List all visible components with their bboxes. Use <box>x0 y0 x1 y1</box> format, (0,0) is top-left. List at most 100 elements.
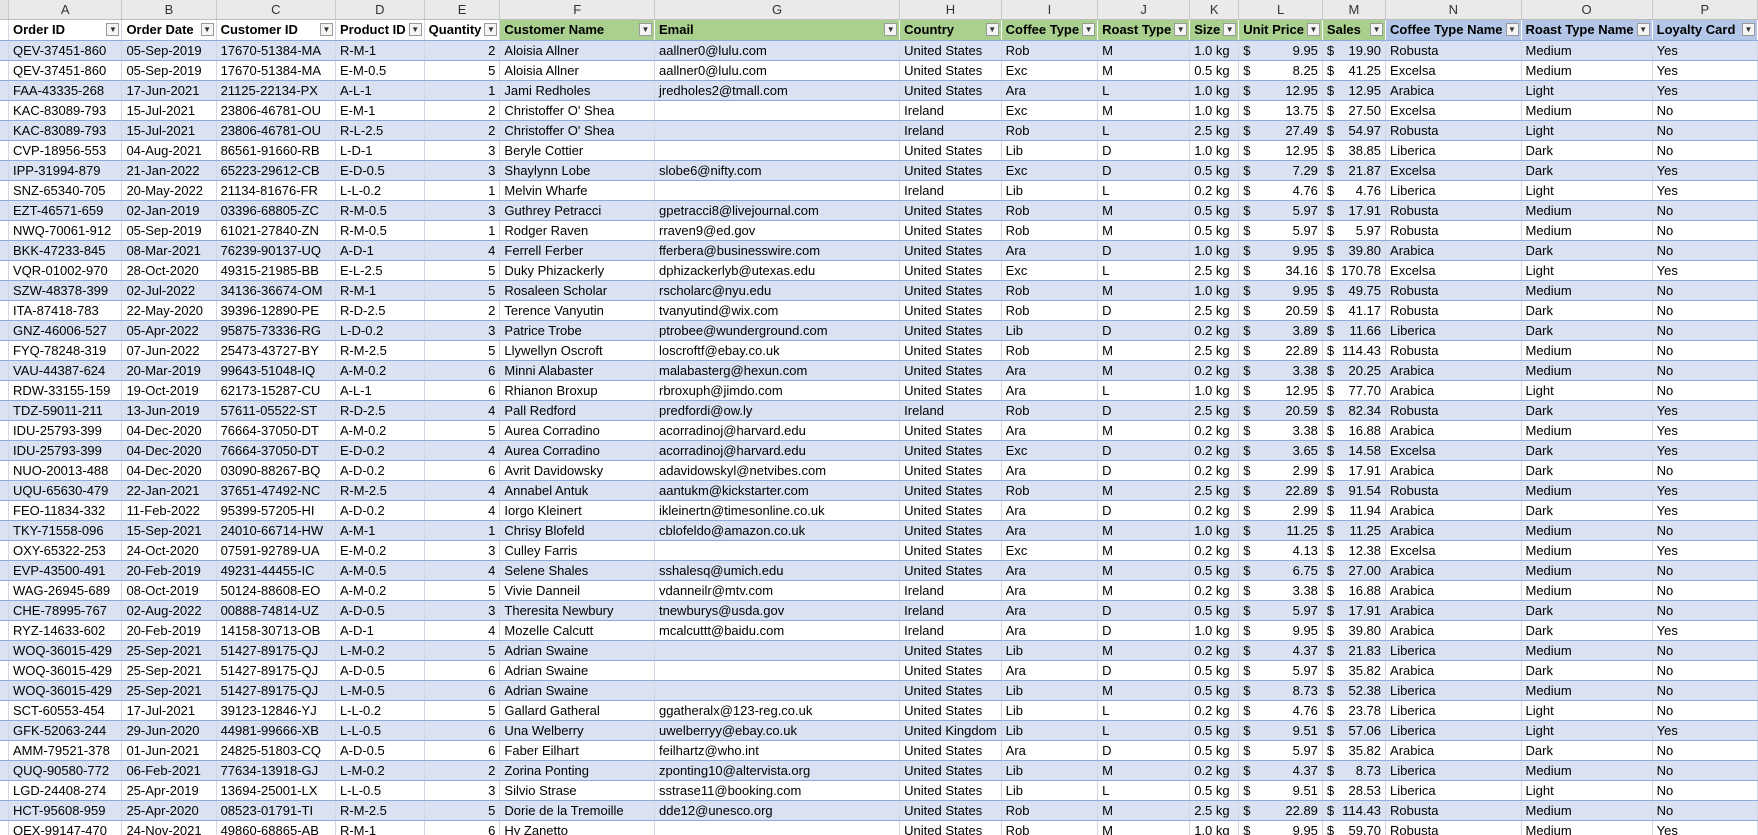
cell-quantity[interactable]: 3 <box>424 140 501 161</box>
cell-roast-type[interactable]: M <box>1097 40 1191 61</box>
cell-customer-name[interactable]: Guthrey Petracci <box>499 200 655 221</box>
cell-email[interactable]: rscholarc@nyu.edu <box>654 280 901 301</box>
cell-customer-id[interactable]: 14158-30713-OB <box>216 620 336 641</box>
cell-loyalty-card[interactable]: No <box>1652 560 1758 581</box>
column-letter-l[interactable]: L <box>1238 0 1323 20</box>
cell-country[interactable]: United Kingdom <box>899 720 1002 741</box>
cell-order-id[interactable]: IDU-25793-399 <box>8 420 123 441</box>
cell-roast-type[interactable]: M <box>1097 340 1191 361</box>
cell-roast-type[interactable]: D <box>1097 160 1191 181</box>
cell-order-id[interactable]: SNZ-65340-705 <box>8 180 123 201</box>
cell-unit-price[interactable]: $34.16 <box>1238 260 1323 281</box>
cell-product-id[interactable]: A-D-0.5 <box>335 660 425 681</box>
cell-loyalty-card[interactable]: Yes <box>1652 160 1758 181</box>
cell-coffee-type-name[interactable]: Liberica <box>1385 700 1522 721</box>
cell-quantity[interactable]: 5 <box>424 700 501 721</box>
cell-order-id[interactable]: KAC-83089-793 <box>8 120 123 141</box>
cell-loyalty-card[interactable]: Yes <box>1652 500 1758 521</box>
cell-order-id[interactable]: RDW-33155-159 <box>8 380 123 401</box>
cell-coffee-type[interactable]: Ara <box>1001 520 1099 541</box>
cell-loyalty-card[interactable]: No <box>1652 800 1758 821</box>
cell-roast-type-name[interactable]: Light <box>1521 780 1653 801</box>
cell-customer-name[interactable]: Theresita Newbury <box>499 600 655 621</box>
cell-size[interactable]: 0.2 kg <box>1189 180 1240 201</box>
cell-customer-id[interactable]: 57611-05522-ST <box>216 400 336 421</box>
cell-email[interactable] <box>654 540 901 561</box>
cell-email[interactable]: aallner0@lulu.com <box>654 40 901 61</box>
cell-coffee-type-name[interactable]: Arabica <box>1385 240 1522 261</box>
cell-order-date[interactable]: 22-Jan-2021 <box>121 480 217 501</box>
cell-country[interactable]: United States <box>899 740 1002 761</box>
cell-customer-name[interactable]: Rhianon Broxup <box>499 380 655 401</box>
cell-roast-type-name[interactable]: Dark <box>1521 660 1653 681</box>
cell-quantity[interactable]: 5 <box>424 800 501 821</box>
cell-order-date[interactable]: 05-Sep-2019 <box>121 220 217 241</box>
cell-coffee-type[interactable]: Exc <box>1001 100 1099 121</box>
cell-size[interactable]: 1.0 kg <box>1189 380 1240 401</box>
cell-order-id[interactable]: IPP-31994-879 <box>8 160 123 181</box>
cell-email[interactable]: fferbera@businesswire.com <box>654 240 901 261</box>
cell-coffee-type[interactable]: Lib <box>1001 640 1099 661</box>
cell-order-date[interactable]: 07-Jun-2022 <box>121 340 217 361</box>
cell-loyalty-card[interactable]: Yes <box>1652 260 1758 281</box>
cell-order-id[interactable]: WOQ-36015-429 <box>8 660 123 681</box>
cell-order-id[interactable]: QUQ-90580-772 <box>8 760 123 781</box>
cell-coffee-type-name[interactable]: Excelsa <box>1385 100 1522 121</box>
cell-country[interactable]: United States <box>899 140 1002 161</box>
cell-sales[interactable]: $20.25 <box>1322 360 1387 381</box>
cell-unit-price[interactable]: $12.95 <box>1238 140 1323 161</box>
cell-coffee-type-name[interactable]: Excelsa <box>1385 160 1522 181</box>
filter-dropdown-icon[interactable]: ▼ <box>985 22 999 36</box>
cell-product-id[interactable]: L-M-0.5 <box>335 680 425 701</box>
cell-loyalty-card[interactable]: Yes <box>1652 480 1758 501</box>
cell-roast-type[interactable]: D <box>1097 320 1191 341</box>
filter-dropdown-icon[interactable]: ▼ <box>884 22 898 36</box>
cell-customer-id[interactable]: 65223-29612-CB <box>216 160 336 181</box>
filter-dropdown-icon[interactable]: ▼ <box>1370 22 1384 36</box>
cell-sales[interactable]: $41.25 <box>1322 60 1387 81</box>
cell-coffee-type[interactable]: Lib <box>1001 720 1099 741</box>
cell-order-id[interactable]: TKY-71558-096 <box>8 520 123 541</box>
cell-product-id[interactable]: L-M-0.2 <box>335 640 425 661</box>
cell-product-id[interactable]: R-D-2.5 <box>335 300 425 321</box>
cell-loyalty-card[interactable]: No <box>1652 220 1758 241</box>
cell-country[interactable]: Ireland <box>899 580 1002 601</box>
cell-order-id[interactable]: FYQ-78248-319 <box>8 340 123 361</box>
cell-unit-price[interactable]: $5.97 <box>1238 200 1323 221</box>
cell-order-date[interactable]: 28-Oct-2020 <box>121 260 217 281</box>
cell-roast-type-name[interactable]: Medium <box>1521 640 1653 661</box>
cell-loyalty-card[interactable]: Yes <box>1652 540 1758 561</box>
column-letter-h[interactable]: H <box>899 0 1002 20</box>
cell-email[interactable]: jredholes2@tmall.com <box>654 80 901 101</box>
cell-quantity[interactable]: 5 <box>424 280 501 301</box>
cell-order-date[interactable]: 17-Jul-2021 <box>121 700 217 721</box>
cell-coffee-type-name[interactable]: Robusta <box>1385 800 1522 821</box>
cell-sales[interactable]: $35.82 <box>1322 740 1387 761</box>
cell-customer-id[interactable]: 86561-91660-RB <box>216 140 336 161</box>
cell-email[interactable]: dde12@unesco.org <box>654 800 901 821</box>
column-letter-a[interactable]: A <box>8 0 123 20</box>
cell-product-id[interactable]: L-L-0.2 <box>335 700 425 721</box>
cell-email[interactable]: aantukm@kickstarter.com <box>654 480 901 501</box>
cell-order-date[interactable]: 08-Oct-2019 <box>121 580 217 601</box>
cell-roast-type-name[interactable]: Dark <box>1521 740 1653 761</box>
cell-product-id[interactable]: L-D-0.2 <box>335 320 425 341</box>
cell-order-id[interactable]: TDZ-59011-211 <box>8 400 123 421</box>
cell-quantity[interactable]: 6 <box>424 820 501 835</box>
cell-sales[interactable]: $77.70 <box>1322 380 1387 401</box>
cell-quantity[interactable]: 4 <box>424 400 501 421</box>
cell-coffee-type[interactable]: Rob <box>1001 40 1099 61</box>
cell-loyalty-card[interactable]: No <box>1652 340 1758 361</box>
cell-email[interactable]: tnewburys@usda.gov <box>654 600 901 621</box>
cell-size[interactable]: 0.2 kg <box>1189 540 1240 561</box>
cell-quantity[interactable]: 6 <box>424 660 501 681</box>
cell-size[interactable]: 0.2 kg <box>1189 640 1240 661</box>
cell-coffee-type-name[interactable]: Arabica <box>1385 80 1522 101</box>
cell-roast-type[interactable]: D <box>1097 620 1191 641</box>
cell-email[interactable]: sshalesq@umich.edu <box>654 560 901 581</box>
cell-sales[interactable]: $11.66 <box>1322 320 1387 341</box>
cell-order-date[interactable]: 20-Mar-2019 <box>121 360 217 381</box>
cell-unit-price[interactable]: $22.89 <box>1238 480 1323 501</box>
cell-customer-id[interactable]: 24010-66714-HW <box>216 520 336 541</box>
cell-roast-type-name[interactable]: Medium <box>1521 60 1653 81</box>
